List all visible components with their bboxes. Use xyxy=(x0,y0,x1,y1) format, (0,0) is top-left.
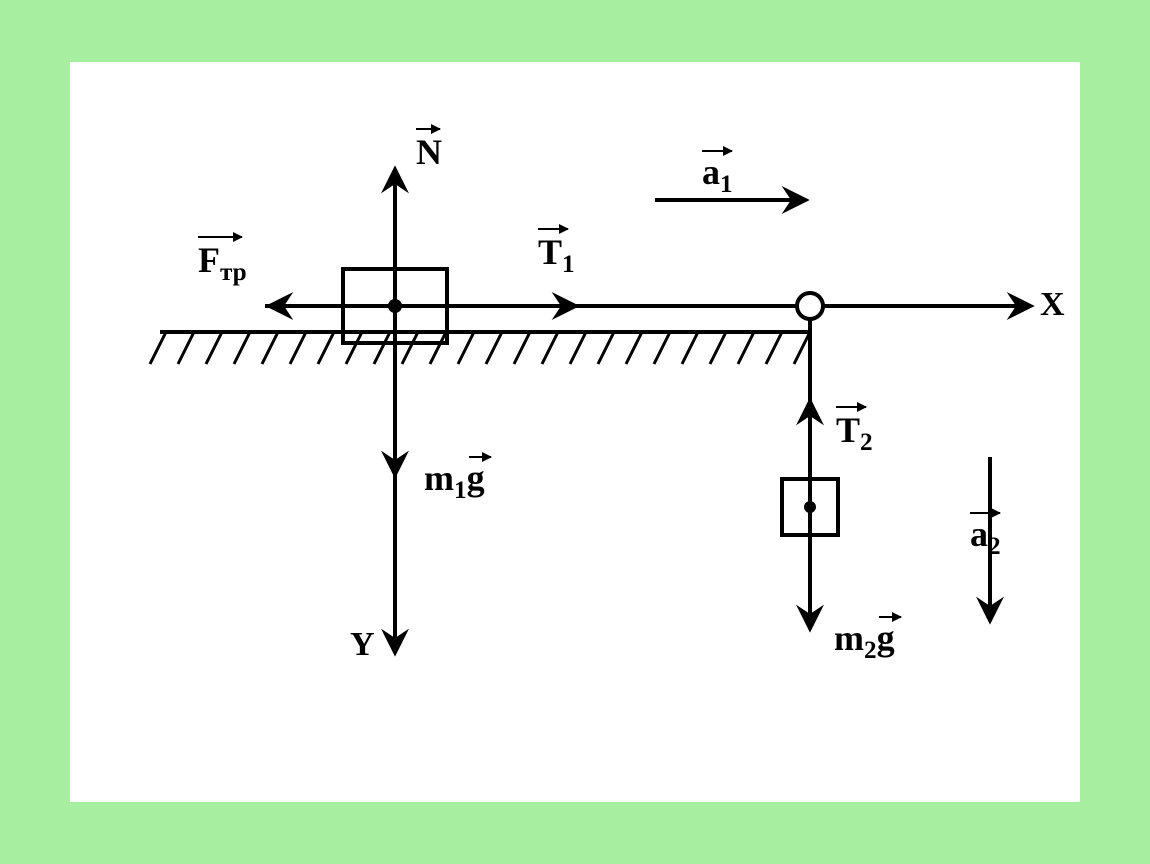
label-T2-T: T xyxy=(836,410,860,450)
label-a1-a: a xyxy=(702,152,720,192)
label-X-text: X xyxy=(1040,286,1065,323)
label-a1: a1 xyxy=(702,154,733,197)
arrow-over-m2g xyxy=(879,616,901,618)
label-m1g-sub: 1 xyxy=(454,477,467,504)
arrow-over-a1 xyxy=(702,150,732,152)
label-m1g: m1g xyxy=(424,460,485,503)
label-m2g-m: m xyxy=(834,618,864,658)
label-T2: T2 xyxy=(836,412,873,455)
label-m1g-m: m xyxy=(424,458,454,498)
diagram-svg xyxy=(70,62,1080,802)
label-a2-sub: 2 xyxy=(988,533,1001,560)
label-a2-a: a xyxy=(970,514,988,554)
label-Ftr: Fтр xyxy=(198,242,247,285)
label-Ftr-sub: тр xyxy=(220,259,247,286)
label-T1-T: T xyxy=(538,232,562,272)
arrow-over-T2 xyxy=(836,406,866,408)
label-N-text: N xyxy=(416,132,442,172)
label-Y-text: Y xyxy=(350,626,375,663)
arrow-over-Ftr xyxy=(198,236,242,238)
label-T2-sub: 2 xyxy=(860,429,873,456)
label-m2g-sub: 2 xyxy=(864,637,877,664)
diagram-frame: N Fтр T1 a1 X m1g Y T2 a2 m2g xyxy=(70,62,1080,802)
label-a1-sub: 1 xyxy=(720,171,733,198)
label-m2g: m2g xyxy=(834,620,895,663)
label-X: X xyxy=(1040,288,1065,322)
label-m1g-g: g xyxy=(467,458,485,498)
label-N: N xyxy=(416,134,442,170)
label-Y: Y xyxy=(350,628,375,662)
arrow-over-T1 xyxy=(538,228,568,230)
arrow-over-m1g xyxy=(469,456,491,458)
label-T1-sub: 1 xyxy=(562,251,575,278)
arrow-over-N xyxy=(416,128,440,130)
label-m2g-g: g xyxy=(877,618,895,658)
label-a2: a2 xyxy=(970,516,1001,559)
label-Ftr-F: F xyxy=(198,240,220,280)
label-T1: T1 xyxy=(538,234,575,277)
arrow-over-a2 xyxy=(970,512,1000,514)
